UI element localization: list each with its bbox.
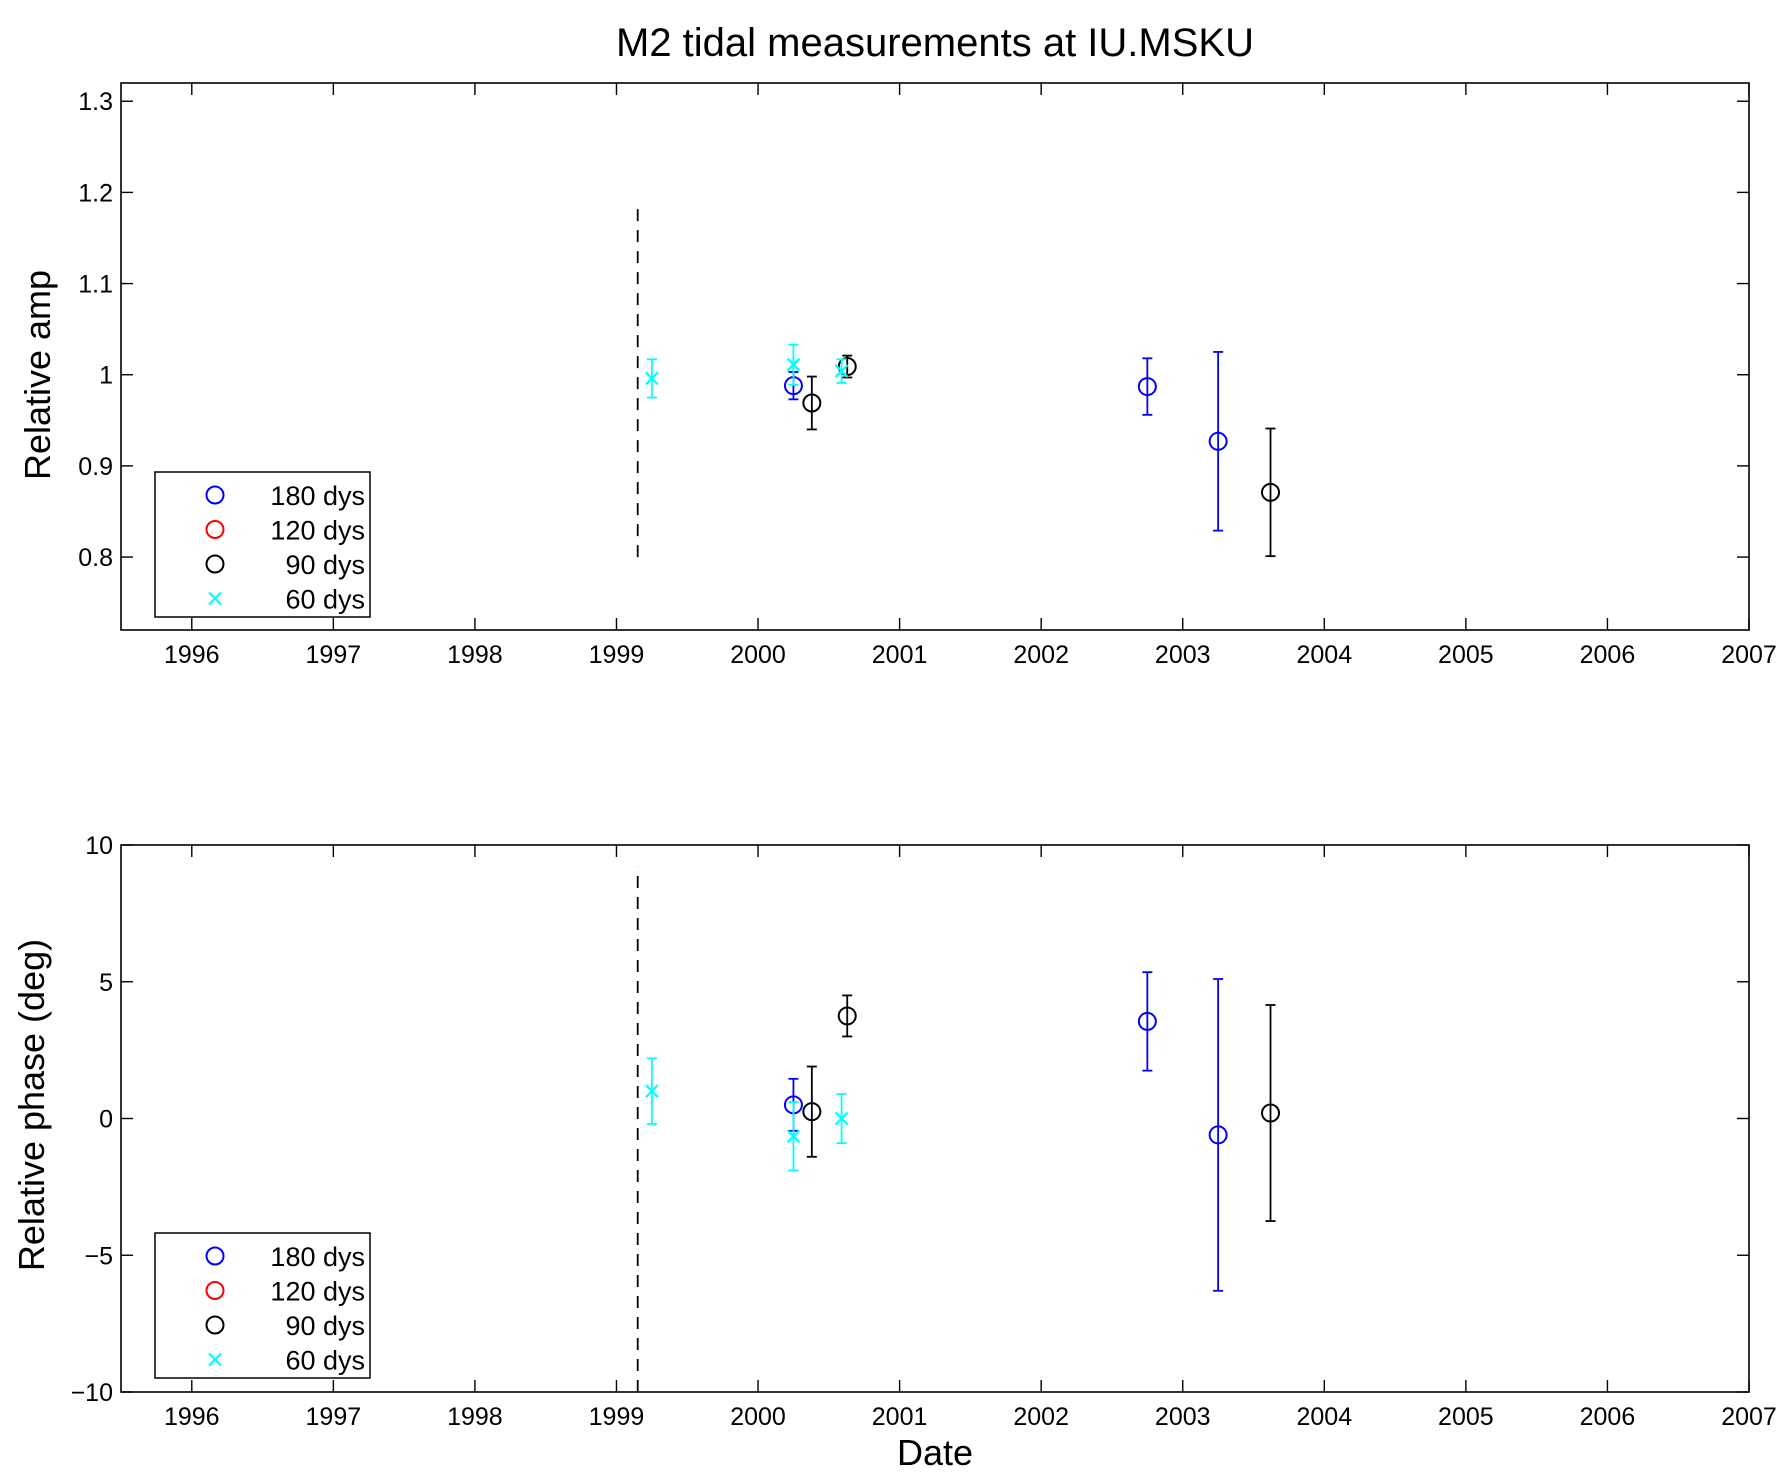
phase-xtick-label: 1996 — [164, 1403, 220, 1431]
amp-xtick-label: 1998 — [447, 641, 503, 669]
amp-legend-marker-60-dys — [208, 591, 222, 606]
phase-point-60-dys — [645, 1084, 659, 1098]
phase-legend-label: 120 dys — [270, 1277, 365, 1307]
amp-point-60-dys — [645, 371, 659, 386]
amp-xtick-label: 2007 — [1721, 641, 1777, 669]
phase-panel: Relative phase (deg) Date 1996 1997 1998 19… — [11, 832, 1777, 1473]
phase-point-180-dys — [1137, 1011, 1157, 1031]
phase-point-60-dys — [786, 1129, 801, 1144]
phase-legend-label: 60 dys — [285, 1346, 365, 1376]
amp-xtick-label: 1997 — [306, 641, 362, 669]
phase-legend: 180 dys 120 dys 90 dys 60 dys — [154, 1232, 371, 1379]
amp-point-90-dys — [802, 393, 822, 413]
amp-xtick-label: 2003 — [1155, 641, 1211, 669]
phase-ytick-label: 10 — [85, 832, 113, 860]
amp-point-90-dys — [1261, 482, 1281, 502]
phase-xlabel: Date — [897, 1432, 973, 1473]
phase-ytick-label: −10 — [71, 1379, 113, 1407]
amp-xtick-label: 2006 — [1580, 641, 1636, 669]
phase-point-90-dys — [802, 1102, 822, 1122]
phase-errorbar-90-dys — [1265, 1004, 1276, 1222]
amp-legend-label: 120 dys — [270, 516, 365, 546]
phase-ytick-label: 0 — [99, 1106, 113, 1134]
amp-xtick-label: 1996 — [164, 641, 220, 669]
amp-point-180-dys — [1208, 431, 1228, 451]
phase-ytick-label: −5 — [84, 1242, 113, 1270]
phase-xtick-label: 2003 — [1155, 1403, 1211, 1431]
amp-xtick-label: 2000 — [730, 641, 786, 669]
amp-xtick-label: 2002 — [1013, 641, 1069, 669]
phase-legend-label: 90 dys — [285, 1311, 365, 1341]
amp-ytick-label: 0.9 — [78, 453, 113, 481]
phase-xtick-label: 1998 — [447, 1403, 503, 1431]
phase-legend-label: 180 dys — [270, 1242, 365, 1272]
phase-ylabel: Relative phase (deg) — [11, 939, 52, 1271]
phase-point-60-dys — [834, 1111, 849, 1126]
phase-xtick-label: 2006 — [1580, 1403, 1636, 1431]
amp-legend-marker-90-dys — [205, 554, 225, 574]
phase-xtick-label: 2007 — [1721, 1403, 1777, 1431]
phase-xtick-label: 2005 — [1438, 1403, 1494, 1431]
phase-xtick-label: 1999 — [589, 1403, 645, 1431]
phase-legend-marker-120-dys — [205, 1281, 225, 1300]
amp-errorbar-180-dys — [1142, 357, 1153, 416]
amplitude-panel: Relative amp 1996 1997 1998 1999 2000 2001 200… — [17, 82, 1777, 669]
amp-ytick-label: 0.8 — [78, 544, 113, 572]
amp-xtick-label: 1999 — [589, 641, 645, 669]
phase-ytick-label: 5 — [99, 969, 113, 997]
amp-ytick-label: 1.3 — [78, 88, 113, 116]
phase-xtick-label: 1997 — [306, 1403, 362, 1431]
amp-ylabel: Relative amp — [17, 270, 58, 480]
amp-errorbar-90-dys — [1265, 427, 1276, 558]
phase-errorbar-180-dys — [1213, 978, 1224, 1292]
phase-point-90-dys — [837, 1006, 857, 1026]
amp-point-60-dys — [834, 364, 849, 378]
phase-legend-marker-180-dys — [205, 1246, 225, 1266]
amp-xtick-label: 2005 — [1438, 641, 1494, 669]
amp-errorbar-90-dys — [806, 375, 817, 431]
phase-xtick-label: 2002 — [1013, 1403, 1069, 1431]
amp-point-180-dys — [1137, 377, 1157, 397]
phase-errorbar-90-dys — [842, 994, 853, 1038]
phase-legend-box — [154, 1232, 371, 1379]
phase-point-90-dys — [1261, 1103, 1281, 1123]
amp-legend-label: 90 dys — [285, 550, 365, 580]
phase-point-180-dys — [1208, 1125, 1228, 1145]
phase-legend-marker-90-dys — [205, 1315, 225, 1335]
amp-point-90-dys — [837, 357, 857, 377]
amp-point-60-dys — [786, 357, 801, 372]
phase-errorbar-90-dys — [806, 1065, 817, 1158]
amp-xtick-label: 2004 — [1296, 641, 1352, 669]
figure-title: M2 tidal measurements at IU.MSKU — [616, 21, 1254, 65]
phase-xtick-label: 2000 — [730, 1403, 786, 1431]
phase-errorbar-180-dys — [1142, 971, 1153, 1072]
amp-legend-label: 180 dys — [270, 481, 365, 511]
amp-xtick-label: 2001 — [872, 641, 928, 669]
amp-errorbar-180-dys — [1213, 351, 1224, 532]
amp-ytick-label: 1.2 — [78, 179, 113, 207]
amp-axes-box — [120, 82, 1750, 631]
amp-ytick-label: 1 — [99, 362, 113, 390]
amp-legend-marker-120-dys — [205, 520, 225, 539]
amp-legend-box — [154, 471, 371, 618]
amp-legend-marker-180-dys — [205, 485, 225, 505]
phase-legend-marker-60-dys — [208, 1352, 222, 1367]
phase-xtick-label: 2004 — [1296, 1403, 1352, 1431]
amp-legend: 180 dys 120 dys 90 dys 60 dys — [154, 471, 371, 618]
phase-xtick-label: 2001 — [872, 1403, 928, 1431]
amp-ytick-label: 1.1 — [78, 271, 113, 299]
amp-legend-label: 60 dys — [285, 585, 365, 615]
